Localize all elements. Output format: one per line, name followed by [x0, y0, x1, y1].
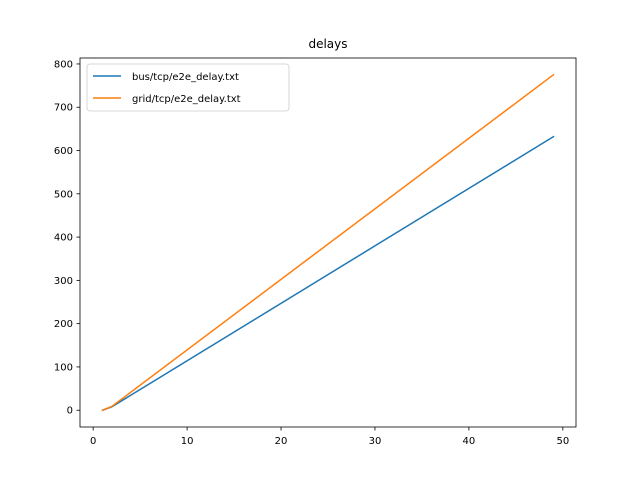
y-tick-label: 100 — [54, 362, 73, 373]
x-tick-label: 40 — [463, 436, 476, 447]
y-tick-label: 400 — [54, 233, 73, 244]
series-line-2 — [101, 73, 555, 412]
x-tick-label: 30 — [369, 436, 382, 447]
chart-title: delays — [308, 37, 347, 51]
axes-frame — [79, 57, 577, 428]
legend-box — [86, 63, 290, 112]
legend-label: bus/tcp/e2e_delay.txt — [132, 72, 239, 83]
y-tick-label: 800 — [54, 59, 73, 70]
y-tick-label: 200 — [54, 319, 73, 330]
y-tick-label: 700 — [54, 103, 73, 114]
legend: bus/tcp/e2e_delay.txt grid/tcp/e2e_delay.… — [86, 63, 290, 112]
y-tick-label: 500 — [54, 189, 73, 200]
x-axis: 0 10 20 30 40 50 — [90, 427, 569, 447]
x-tick-label: 20 — [275, 436, 288, 447]
x-tick-label: 10 — [181, 436, 194, 447]
series-lines — [101, 73, 555, 412]
x-tick-label: 50 — [556, 436, 569, 447]
legend-label: grid/tcp/e2e_delay.txt — [132, 94, 241, 105]
x-tick-label: 0 — [90, 436, 96, 447]
plot-frame — [79, 57, 577, 428]
y-axis: 0 100 200 300 400 500 600 700 800 — [54, 59, 80, 417]
y-tick-label: 0 — [67, 406, 73, 417]
y-tick-label: 300 — [54, 276, 73, 287]
y-tick-label: 600 — [54, 146, 73, 157]
series-line-1 — [101, 135, 555, 412]
